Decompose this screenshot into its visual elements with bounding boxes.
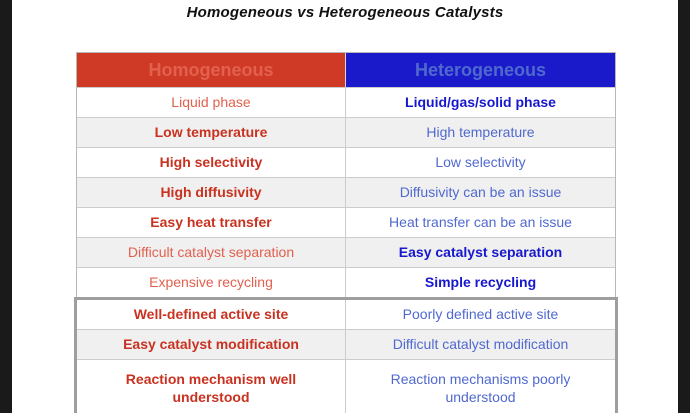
cell-homogeneous: Expensive recycling xyxy=(77,268,346,297)
cell-heterogeneous: Reaction mechanisms poorly understood xyxy=(390,370,571,405)
cell-heterogeneous: High temperature xyxy=(426,124,535,140)
table-row: High diffusivity Diffusivity can be an i… xyxy=(77,177,615,207)
table-header-heterogeneous: Heterogeneous xyxy=(346,53,615,87)
cell-homogeneous: Difficult catalyst separation xyxy=(77,238,346,267)
cell-heterogeneous: Easy catalyst separation xyxy=(398,244,563,260)
cell-homogeneous: Liquid phase xyxy=(77,88,346,117)
comparison-table: Homogeneous Heterogeneous Liquid phase L… xyxy=(74,52,618,413)
table-row: Low temperature High temperature xyxy=(77,117,615,147)
highlight-box: Well-defined active site Poorly defined … xyxy=(74,297,618,413)
table-row: Easy catalyst modification Difficult cat… xyxy=(77,329,615,359)
cell-homogeneous: Reaction mechanism well understood xyxy=(77,360,346,413)
cell-homogeneous: Easy heat transfer xyxy=(77,208,346,237)
cell-homogeneous: Easy catalyst modification xyxy=(77,330,346,359)
table-row: Easy heat transfer Heat transfer can be … xyxy=(77,207,615,237)
cell-heterogeneous: Difficult catalyst modification xyxy=(392,336,569,352)
cell-heterogeneous: Diffusivity can be an issue xyxy=(399,184,562,200)
table-row: Difficult catalyst separation Easy catal… xyxy=(77,237,615,267)
cell-homogeneous: Low temperature xyxy=(77,118,346,147)
table-row: Well-defined active site Poorly defined … xyxy=(77,300,615,329)
page-title: Homogeneous vs Heterogeneous Catalysts xyxy=(186,4,504,21)
cell-heterogeneous: Low selectivity xyxy=(435,154,526,170)
table-header-homogeneous: Homogeneous xyxy=(77,53,346,87)
right-letterbox-bar xyxy=(678,0,690,413)
left-letterbox-bar xyxy=(0,0,12,413)
cell-homogeneous: High diffusivity xyxy=(77,178,346,207)
table-row: Expensive recycling Simple recycling xyxy=(77,267,615,297)
cell-homogeneous: Well-defined active site xyxy=(77,300,346,329)
cell-heterogeneous: Liquid/gas/solid phase xyxy=(405,94,556,110)
cell-heterogeneous: Simple recycling xyxy=(424,274,537,290)
table-row: High selectivity Low selectivity xyxy=(77,147,615,177)
cell-homogeneous: High selectivity xyxy=(77,148,346,177)
table-header-row: Homogeneous Heterogeneous xyxy=(77,53,615,87)
table-row: Liquid phase Liquid/gas/solid phase xyxy=(77,87,615,117)
cell-heterogeneous: Heat transfer can be an issue xyxy=(389,214,572,230)
table-row: Reaction mechanism well understood React… xyxy=(77,359,615,413)
cell-heterogeneous: Poorly defined active site xyxy=(402,306,559,322)
